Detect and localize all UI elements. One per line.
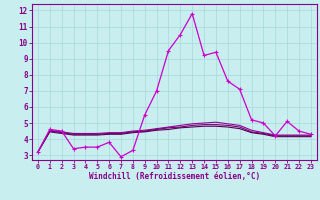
X-axis label: Windchill (Refroidissement éolien,°C): Windchill (Refroidissement éolien,°C) (89, 172, 260, 181)
